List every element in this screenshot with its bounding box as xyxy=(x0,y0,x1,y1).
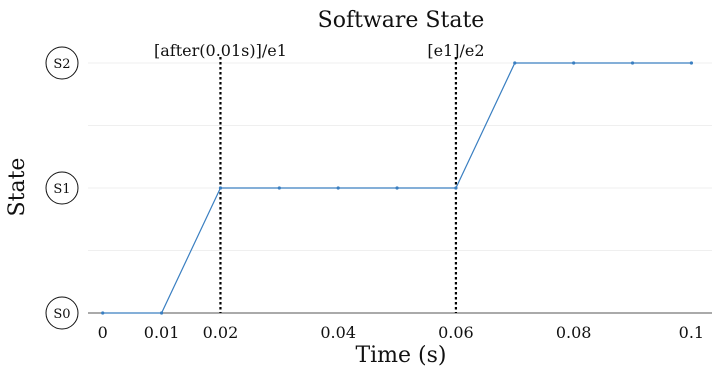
x-tick-label: 0.02 xyxy=(203,323,239,342)
annotation-label: [after(0.01s)]/e1 xyxy=(154,41,287,60)
data-point xyxy=(218,186,223,190)
data-point xyxy=(513,61,517,65)
data-point xyxy=(395,186,399,190)
x-axis-title: Time (s) xyxy=(355,343,446,368)
chart-title: Software State xyxy=(318,8,485,33)
x-tick-label: 0.04 xyxy=(320,323,356,342)
state-circle xyxy=(45,296,79,330)
data-point xyxy=(454,186,458,190)
state-series xyxy=(101,61,693,315)
data-point xyxy=(101,311,105,315)
y-axis-title: State xyxy=(5,158,30,217)
event-annotations: [after(0.01s)]/e1 [e1]/e2 xyxy=(154,41,485,313)
data-point xyxy=(159,311,164,315)
data-point xyxy=(689,61,693,65)
x-tick-label: 0.08 xyxy=(556,323,592,342)
annotation-label: [e1]/e2 xyxy=(427,41,484,60)
state-label: S1 xyxy=(53,182,70,197)
data-point xyxy=(336,186,340,190)
x-tick-label: 0 xyxy=(98,323,108,342)
state-circle xyxy=(45,171,79,205)
x-tick-label: 0.06 xyxy=(438,323,474,342)
x-tick-label: 0.1 xyxy=(679,323,704,342)
data-point xyxy=(630,61,635,65)
data-point xyxy=(572,61,576,65)
data-point xyxy=(277,186,281,190)
x-tick-label: 0.01 xyxy=(144,323,180,342)
state-label: S0 xyxy=(53,307,70,322)
state-circle xyxy=(45,46,79,80)
state-labels: S0 S1 S2 xyxy=(45,46,79,330)
state-label: S2 xyxy=(53,57,70,72)
x-axis: 0 0.01 0.02 0.04 0.06 0.08 0.1 xyxy=(88,312,712,342)
